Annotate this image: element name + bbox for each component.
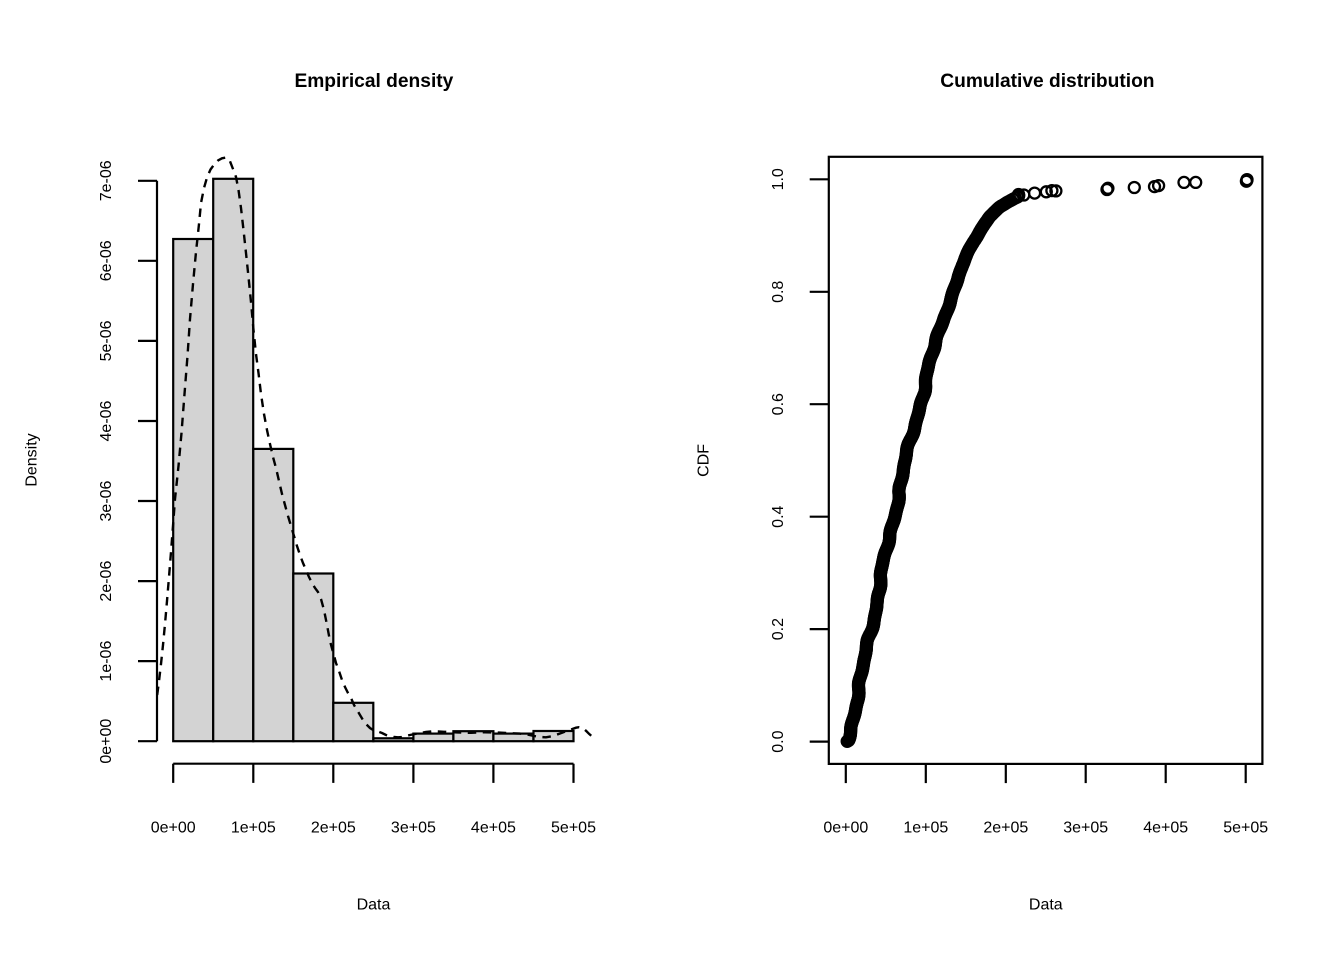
svg-text:6e-06: 6e-06	[98, 240, 115, 281]
svg-text:1.0: 1.0	[770, 168, 787, 190]
svg-text:0.4: 0.4	[770, 505, 787, 527]
svg-text:0e+00: 0e+00	[823, 820, 868, 837]
svg-text:0e+00: 0e+00	[98, 719, 115, 764]
svg-text:0e+00: 0e+00	[151, 820, 196, 837]
svg-text:2e+05: 2e+05	[311, 820, 356, 837]
svg-text:7e-06: 7e-06	[98, 160, 115, 201]
svg-text:3e+05: 3e+05	[391, 820, 436, 837]
svg-text:4e+05: 4e+05	[1143, 820, 1188, 837]
svg-text:2e+05: 2e+05	[983, 820, 1028, 837]
svg-text:0.8: 0.8	[770, 281, 787, 303]
svg-text:1e+05: 1e+05	[903, 820, 948, 837]
svg-text:1e-06: 1e-06	[98, 641, 115, 682]
svg-text:Data: Data	[1029, 897, 1063, 914]
svg-text:CDF: CDF	[696, 444, 713, 477]
svg-text:4e-06: 4e-06	[98, 400, 115, 441]
svg-text:2e-06: 2e-06	[98, 561, 115, 602]
svg-text:Empirical density: Empirical density	[294, 71, 453, 92]
svg-text:4e+05: 4e+05	[471, 820, 516, 837]
svg-text:0.6: 0.6	[770, 393, 787, 415]
svg-text:5e-06: 5e-06	[98, 320, 115, 361]
svg-text:3e+05: 3e+05	[1063, 820, 1108, 837]
svg-text:0.2: 0.2	[770, 618, 787, 640]
svg-text:5e+05: 5e+05	[551, 820, 596, 837]
svg-text:Density: Density	[24, 433, 41, 486]
svg-text:Cumulative distribution: Cumulative distribution	[940, 71, 1154, 92]
svg-text:5e+05: 5e+05	[1223, 820, 1268, 837]
svg-text:3e-06: 3e-06	[98, 480, 115, 521]
svg-text:0.0: 0.0	[770, 730, 787, 752]
svg-text:Data: Data	[357, 897, 391, 914]
svg-text:1e+05: 1e+05	[231, 820, 276, 837]
